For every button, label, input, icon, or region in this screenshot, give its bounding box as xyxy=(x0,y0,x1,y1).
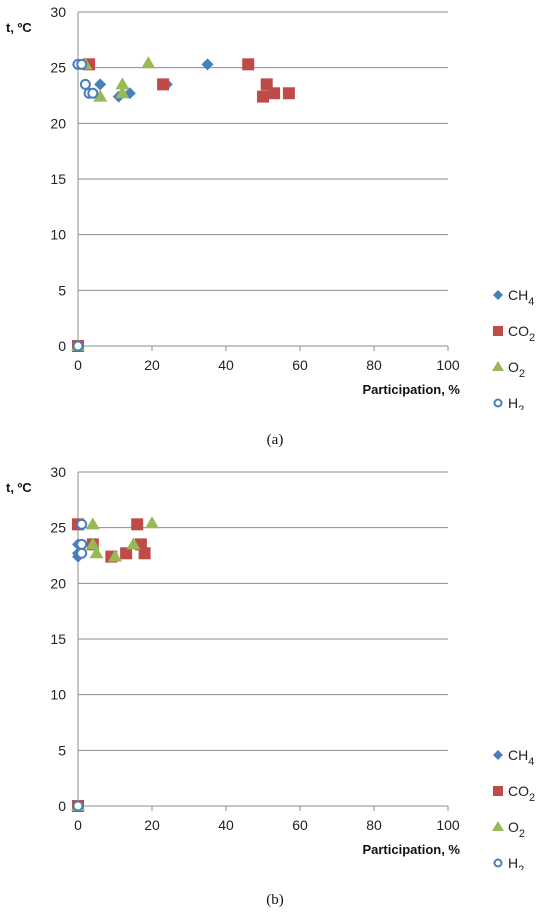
legend-label-o2: O2 xyxy=(508,359,525,380)
x-tick-label: 0 xyxy=(74,817,82,833)
y-tick-label: 15 xyxy=(50,631,66,647)
chart-a: 0 5 10 15 20 25 30 0 20 40 60 80 100 t, ºC Participati… xyxy=(6,4,535,410)
point-o2-a xyxy=(115,86,130,99)
point-o2-b xyxy=(89,546,104,559)
point-h2-a xyxy=(72,340,84,352)
legend-marker-co2 xyxy=(493,326,503,336)
y-axis-label: t, ºC xyxy=(6,480,32,495)
legend-marker-ch4 xyxy=(493,750,503,760)
y-tick-label: 30 xyxy=(50,464,66,480)
point-ch4-a xyxy=(94,78,107,91)
point-o2-b xyxy=(126,537,141,550)
chart-caption-b: (b) xyxy=(266,892,284,908)
point-h2-a xyxy=(79,78,91,90)
y-tick-label: 5 xyxy=(58,282,66,298)
y-tick-label: 10 xyxy=(50,687,66,703)
chart-panel-b: 0 5 10 15 20 25 30 0 20 40 60 80 100 t, ºC Participati… xyxy=(0,460,550,921)
y-tick-label: 0 xyxy=(58,338,66,354)
point-h2-b xyxy=(76,547,88,559)
point-co2-a xyxy=(282,87,295,100)
point-h2-b xyxy=(76,518,88,530)
y-tick-label: 10 xyxy=(50,227,66,243)
point-co2-a xyxy=(157,78,170,91)
point-h2-a xyxy=(87,87,99,99)
chart-b: 0 5 10 15 20 25 30 0 20 40 60 80 100 t, ºC Participati… xyxy=(6,464,535,870)
point-o2-a xyxy=(115,77,130,90)
legend-label-h2: H2 xyxy=(508,855,524,870)
point-co2-b xyxy=(131,518,144,531)
legend-marker-o2 xyxy=(492,821,504,831)
x-tick-label: 60 xyxy=(292,817,308,833)
point-o2-b xyxy=(85,517,100,530)
x-tick-label: 40 xyxy=(218,817,234,833)
legend-label-o2: O2 xyxy=(508,819,525,840)
legend-marker-h2 xyxy=(493,398,503,408)
y-tick-label: 5 xyxy=(58,742,66,758)
legend-marker-ch4 xyxy=(493,290,503,300)
x-tick-label: 40 xyxy=(218,357,234,373)
point-o2-b xyxy=(108,549,122,562)
point-o2-a xyxy=(93,89,108,102)
point-ch4-a xyxy=(201,58,214,71)
chart-caption-a: (a) xyxy=(266,432,284,448)
x-tick-label: 80 xyxy=(366,357,382,373)
y-tick-label: 15 xyxy=(50,171,66,187)
x-tick-label: 20 xyxy=(144,357,160,373)
x-tick-label: 20 xyxy=(144,817,160,833)
point-co2-b xyxy=(138,547,151,560)
y-tick-label: 25 xyxy=(50,520,66,536)
x-tick-label: 100 xyxy=(436,817,460,833)
y-tick-label: 25 xyxy=(50,60,66,76)
point-co2-b xyxy=(120,547,133,560)
legend-marker-h2 xyxy=(493,858,503,868)
point-h2-b xyxy=(72,800,84,812)
y-tick-label: 20 xyxy=(50,575,66,591)
point-h2-a xyxy=(76,58,88,70)
x-tick-label: 80 xyxy=(366,817,382,833)
y-axis-label: t, ºC xyxy=(6,20,32,35)
point-o2-b xyxy=(145,516,159,529)
chart-panel-a: 0 5 10 15 20 25 30 0 20 40 60 80 100 t, ºC Participati… xyxy=(0,0,550,460)
x-axis-label: Participation, % xyxy=(362,842,460,857)
legend-label-h2: H2 xyxy=(508,395,524,410)
legend-marker-o2 xyxy=(492,361,504,371)
point-o2-a xyxy=(141,56,156,69)
legend-label-ch4: CH4 xyxy=(508,287,534,308)
legend-marker-co2 xyxy=(493,786,503,796)
point-h2-b xyxy=(76,538,88,550)
y-tick-label: 20 xyxy=(50,115,66,131)
point-co2-a xyxy=(257,90,269,103)
x-axis-label: Participation, % xyxy=(362,382,460,397)
x-tick-label: 100 xyxy=(436,357,460,373)
y-tick-label: 0 xyxy=(58,798,66,814)
legend-label-co2: CO2 xyxy=(508,323,535,344)
legend-label-ch4: CH4 xyxy=(508,747,534,768)
point-o2-b xyxy=(85,537,100,550)
x-tick-label: 0 xyxy=(74,357,82,373)
y-tick-label: 30 xyxy=(50,4,66,20)
x-tick-label: 60 xyxy=(292,357,308,373)
legend-label-co2: CO2 xyxy=(508,783,535,804)
point-co2-a xyxy=(242,58,255,71)
point-co2-a xyxy=(268,87,281,100)
